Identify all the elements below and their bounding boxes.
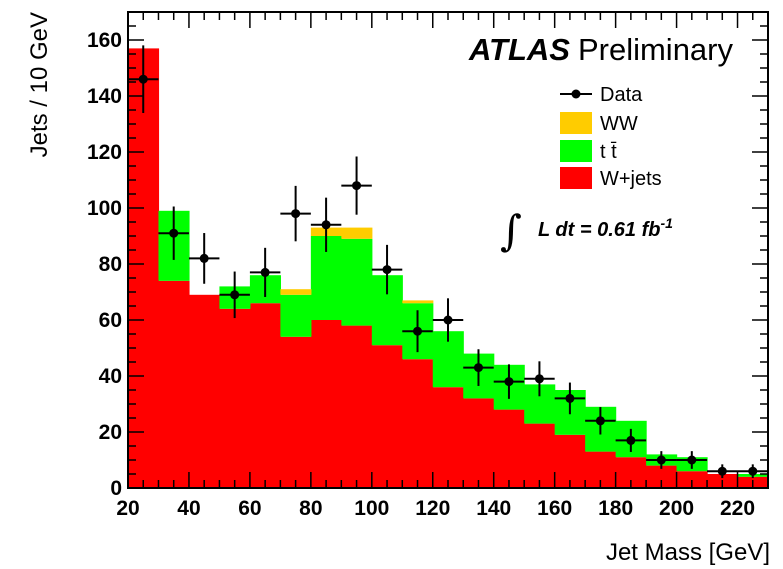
- bar-tt-5: [280, 294, 312, 337]
- bar-ww-5: [280, 289, 312, 295]
- legend-data-label: Data: [600, 84, 643, 106]
- bar-tt-7: [341, 238, 373, 326]
- svg-text:L dt = 0.61 fb-1: L dt = 0.61 fb-1: [538, 215, 673, 241]
- experiment-status: Preliminary: [578, 32, 734, 67]
- data-points: [138, 74, 758, 476]
- x-tick-label-220: 220: [720, 497, 755, 520]
- bar-wjets-1: [158, 280, 190, 488]
- data-point-2: [199, 253, 209, 263]
- y-axis-title: Jets / 10 GeV: [26, 12, 53, 157]
- stacked-histogram-bars: [128, 48, 769, 489]
- data-point-12: [504, 377, 514, 387]
- data-point-1: [169, 228, 179, 238]
- bar-ww-7: [341, 227, 373, 239]
- x-axis-title: Jet Mass [GeV]: [606, 539, 770, 566]
- luminosity-value: L dt = 0.61 fb: [538, 219, 660, 241]
- x-tick-label-200: 200: [659, 497, 694, 520]
- x-tick-label-100: 100: [354, 497, 389, 520]
- experiment-name: ATLAS: [468, 32, 570, 67]
- integral-sign: ∫: [500, 206, 522, 255]
- bar-wjets-3: [219, 308, 251, 488]
- bar-wjets-17: [646, 465, 678, 488]
- bar-wjets-12: [493, 409, 525, 488]
- data-point-13: [534, 374, 544, 384]
- y-axis-ticks: 0 20 40 60 80 100 120 140 160: [87, 11, 768, 500]
- bar-wjets-2: [188, 294, 221, 488]
- bar-wjets-14: [554, 434, 586, 488]
- x-tick-label-80: 80: [299, 497, 322, 520]
- bar-wjets-13: [524, 423, 556, 488]
- x-axis-ticks: 20 40 60 80 100 120 140 160 180 200 220: [116, 12, 769, 520]
- data-point-20: [748, 466, 758, 476]
- legend-label-0: WW: [600, 113, 638, 135]
- x-tick-label-140: 140: [476, 497, 511, 520]
- legend-swatch-2: [560, 167, 592, 189]
- y-tick-label-0: 0: [110, 477, 122, 500]
- bar-wjets-0: [128, 48, 160, 489]
- data-point-4: [260, 267, 270, 277]
- y-tick-label-20: 20: [99, 421, 122, 444]
- data-point-3: [230, 290, 240, 300]
- data-point-18: [687, 455, 697, 465]
- x-tick-label-120: 120: [415, 497, 450, 520]
- y-tick-label-120: 120: [87, 141, 122, 164]
- bar-ww-9: [402, 300, 434, 304]
- bar-wjets-5: [280, 336, 312, 488]
- legend-swatch-0: [560, 112, 592, 134]
- legend-swatch-1: [560, 140, 592, 162]
- x-tick-label-20: 20: [116, 497, 139, 520]
- data-point-8: [382, 265, 392, 275]
- data-point-11: [473, 363, 483, 373]
- data-point-10: [443, 315, 453, 325]
- legend: Data WW t t̄ W+jets: [560, 84, 662, 190]
- data-point-17: [656, 455, 666, 465]
- legend-data-marker: [571, 89, 581, 99]
- x-tick-label-40: 40: [177, 497, 200, 520]
- luminosity-label: ∫ L dt = 0.61 fb-1: [500, 206, 673, 255]
- data-point-15: [595, 416, 605, 426]
- y-tick-label-140: 140: [87, 85, 122, 108]
- bar-wjets-10: [432, 387, 464, 488]
- bar-wjets-9: [402, 359, 434, 488]
- y-tick-label-100: 100: [87, 197, 122, 220]
- bar-wjets-4: [249, 303, 281, 488]
- data-point-5: [291, 209, 301, 219]
- x-tick-label-160: 160: [537, 497, 572, 520]
- luminosity-exponent: -1: [660, 215, 673, 231]
- y-tick-label-40: 40: [99, 365, 122, 388]
- bar-wjets-7: [341, 325, 373, 488]
- y-tick-label-80: 80: [99, 253, 122, 276]
- legend-label-1: t t̄: [600, 141, 617, 163]
- bar-wjets-8: [371, 345, 403, 488]
- data-point-19: [717, 466, 727, 476]
- bar-wjets-11: [463, 398, 495, 488]
- data-point-6: [321, 220, 331, 230]
- data-point-16: [626, 435, 636, 445]
- data-point-0: [138, 74, 148, 84]
- bar-wjets-6: [310, 320, 342, 488]
- data-point-14: [565, 393, 575, 403]
- legend-label-2: W+jets: [600, 168, 662, 190]
- x-tick-label-60: 60: [238, 497, 261, 520]
- bar-wjets-18: [676, 471, 708, 488]
- x-tick-label-180: 180: [598, 497, 633, 520]
- data-point-9: [413, 326, 423, 336]
- y-tick-label-160: 160: [87, 29, 122, 52]
- experiment-label: ATLAS Preliminary: [468, 32, 734, 67]
- y-tick-label-60: 60: [99, 309, 122, 332]
- data-point-7: [352, 181, 362, 191]
